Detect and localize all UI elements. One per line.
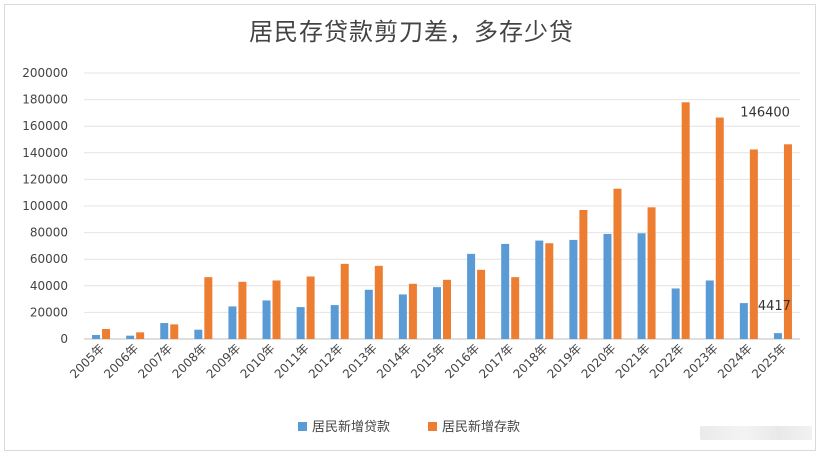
bar-loan-1 (126, 335, 135, 339)
x-tick-label: 2006年 (101, 341, 141, 381)
y-tick-label: 120000 (22, 172, 68, 186)
bar-deposit-14 (579, 209, 588, 339)
x-tick-label: 2013年 (340, 341, 380, 381)
x-tick-label: 2005年 (67, 341, 107, 381)
bar-loan-8 (364, 289, 373, 339)
bar-deposit-16 (647, 207, 656, 339)
bar-deposit-8 (374, 265, 383, 339)
x-tick-label: 2021年 (613, 341, 653, 381)
bar-loan-17 (671, 288, 680, 339)
bar-loan-19 (739, 303, 748, 339)
y-tick-label: 80000 (30, 226, 68, 240)
x-tick-label: 2015年 (408, 341, 448, 381)
bar-deposit-5 (272, 280, 281, 339)
legend-swatch (298, 422, 307, 431)
x-axis: 2005年2006年2007年2008年2009年2010年2011年2012年… (67, 341, 789, 381)
watermark (700, 426, 812, 440)
bar-loan-16 (637, 233, 646, 339)
x-tick-label: 2007年 (135, 341, 175, 381)
bar-loan-14 (569, 239, 578, 339)
bar-deposit-3 (204, 277, 213, 339)
data-labels: 146400 4417 (740, 105, 791, 314)
bar-deposit-10 (443, 279, 451, 339)
x-tick-label: 2012年 (306, 341, 346, 381)
bar-loan-7 (330, 305, 339, 339)
x-tick-label: 2016年 (442, 341, 482, 381)
x-tick-label: 2019年 (545, 341, 585, 381)
legend-label: 居民新增存款 (442, 419, 520, 435)
bar-loan-3 (194, 329, 203, 339)
bar-deposit-2 (170, 324, 179, 339)
bar-loan-9 (398, 294, 407, 339)
bar-deposit-19 (749, 149, 758, 339)
y-tick-label: 40000 (30, 279, 68, 293)
x-tick-label: 2008年 (169, 341, 209, 381)
y-tick-label: 0 (60, 332, 68, 346)
data-label-loan-2025: 4417 (758, 299, 791, 314)
data-label-deposit-2025: 146400 (740, 105, 790, 120)
x-tick-label: 2024年 (715, 341, 755, 381)
x-tick-label: 2009年 (204, 341, 244, 381)
bar-deposit-20 (783, 144, 792, 339)
bar-loan-10 (433, 287, 441, 339)
bar-deposit-18 (715, 117, 724, 340)
bar-deposit-6 (306, 276, 315, 339)
bar-deposit-15 (613, 188, 622, 339)
x-tick-label: 2018年 (510, 341, 550, 381)
legend-swatch (428, 422, 437, 431)
legend: 居民新增贷款 居民新增存款 (298, 419, 520, 435)
chart-title: 居民存贷款剪刀差，多存少贷 (249, 18, 574, 46)
x-tick-label: 2025年 (749, 341, 789, 381)
bar-deposit-9 (408, 283, 417, 339)
y-tick-label: 160000 (22, 119, 68, 133)
bar-deposit-13 (545, 243, 554, 339)
bar-deposit-4 (238, 281, 247, 339)
bar-deposit-7 (340, 263, 349, 339)
bar-deposit-1 (136, 332, 145, 339)
y-axis: 0 20000 40000 60000 80000 100000 120000 140000 1… (22, 66, 68, 346)
bars (92, 102, 792, 340)
bar-loan-2 (160, 323, 169, 339)
bar-deposit-0 (102, 329, 111, 339)
bar-loan-4 (228, 306, 237, 339)
y-tick-label: 100000 (22, 199, 68, 213)
bar-loan-11 (467, 253, 476, 339)
bar-loan-13 (535, 240, 544, 339)
x-tick-label: 2010年 (238, 341, 278, 381)
y-tick-label: 60000 (30, 252, 68, 266)
bar-loan-18 (705, 280, 714, 339)
x-tick-label: 2023年 (681, 341, 721, 381)
bar-loan-15 (603, 233, 612, 339)
bar-loan-12 (501, 243, 510, 339)
x-tick-label: 2011年 (272, 341, 312, 381)
y-tick-label: 20000 (30, 305, 68, 319)
bar-deposit-11 (477, 269, 486, 339)
gridlines (84, 72, 800, 340)
chart-frame (4, 4, 816, 451)
y-tick-label: 200000 (22, 66, 68, 80)
x-tick-label: 2020年 (579, 341, 619, 381)
bar-loan-0 (92, 335, 101, 339)
x-tick-label: 2017年 (476, 341, 516, 381)
bar-loan-5 (262, 300, 271, 339)
legend-label: 居民新增贷款 (312, 419, 390, 435)
bar-loan-6 (296, 307, 305, 339)
x-tick-label: 2014年 (374, 341, 414, 381)
bar-deposit-12 (511, 277, 520, 339)
bar-deposit-17 (681, 102, 690, 339)
y-tick-label: 140000 (22, 146, 68, 160)
y-tick-label: 180000 (22, 93, 68, 107)
x-tick-label: 2022年 (647, 341, 687, 381)
bar-loan-20 (773, 333, 782, 339)
